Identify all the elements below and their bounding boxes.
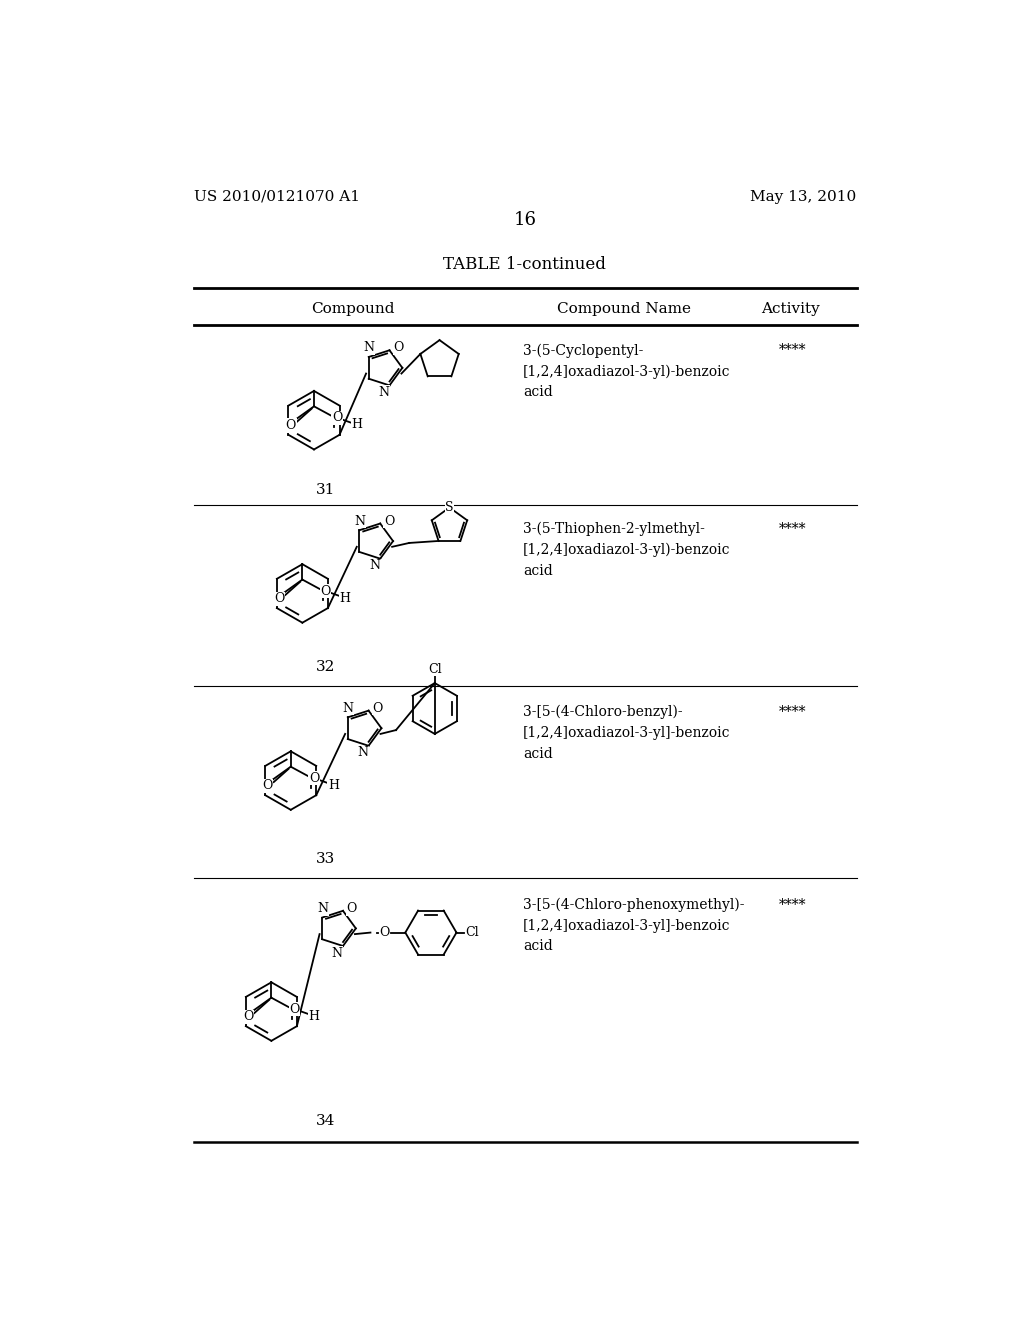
Text: O: O: [262, 779, 272, 792]
Text: H: H: [308, 1010, 319, 1023]
Text: O: O: [332, 412, 342, 425]
Text: Activity: Activity: [761, 302, 820, 317]
Text: N: N: [378, 385, 389, 399]
Text: ****: ****: [779, 521, 807, 536]
Text: 3-(5-Thiophen-2-ylmethyl-
[1,2,4]oxadiazol-3-yl)-benzoic
acid: 3-(5-Thiophen-2-ylmethyl- [1,2,4]oxadiaz…: [523, 521, 731, 578]
Text: H: H: [351, 418, 362, 432]
Text: 34: 34: [316, 1114, 335, 1127]
Text: O: O: [384, 515, 394, 528]
Text: N: N: [364, 342, 375, 354]
Text: H: H: [340, 591, 350, 605]
Text: Cl: Cl: [465, 927, 479, 939]
Text: O: O: [286, 418, 296, 432]
Text: O: O: [379, 927, 389, 939]
Text: 33: 33: [316, 853, 335, 866]
Text: O: O: [290, 1003, 300, 1016]
Text: O: O: [321, 585, 331, 598]
Text: O: O: [274, 593, 285, 606]
Text: O: O: [347, 902, 357, 915]
Text: Compound: Compound: [311, 302, 394, 317]
Text: 16: 16: [513, 211, 537, 228]
Text: S: S: [445, 502, 454, 513]
Text: O: O: [243, 1010, 253, 1023]
Text: N: N: [332, 946, 343, 960]
Text: N: N: [354, 515, 366, 528]
Text: 3-[5-(4-Chloro-benzyl)-
[1,2,4]oxadiazol-3-yl]-benzoic
acid: 3-[5-(4-Chloro-benzyl)- [1,2,4]oxadiazol…: [523, 705, 731, 760]
Text: O: O: [372, 702, 383, 714]
Text: O: O: [309, 772, 319, 785]
Text: H: H: [328, 779, 339, 792]
Text: N: N: [357, 746, 369, 759]
Text: ****: ****: [779, 705, 807, 719]
Text: O: O: [393, 342, 403, 354]
Text: 31: 31: [316, 483, 335, 496]
Text: ****: ****: [779, 898, 807, 912]
Text: May 13, 2010: May 13, 2010: [751, 190, 856, 203]
Text: Cl: Cl: [428, 663, 441, 676]
Text: N: N: [343, 702, 353, 714]
Text: 3-[5-(4-Chloro-phenoxymethyl)-
[1,2,4]oxadiazol-3-yl]-benzoic
acid: 3-[5-(4-Chloro-phenoxymethyl)- [1,2,4]ox…: [523, 898, 744, 953]
Text: TABLE 1-continued: TABLE 1-continued: [443, 256, 606, 273]
Text: 32: 32: [316, 660, 335, 673]
Text: US 2010/0121070 A1: US 2010/0121070 A1: [194, 190, 359, 203]
Text: N: N: [317, 902, 328, 915]
Text: ****: ****: [779, 343, 807, 358]
Text: 3-(5-Cyclopentyl-
[1,2,4]oxadiazol-3-yl)-benzoic
acid: 3-(5-Cyclopentyl- [1,2,4]oxadiazol-3-yl)…: [523, 343, 731, 400]
Text: Compound Name: Compound Name: [557, 302, 691, 317]
Text: N: N: [369, 560, 380, 573]
